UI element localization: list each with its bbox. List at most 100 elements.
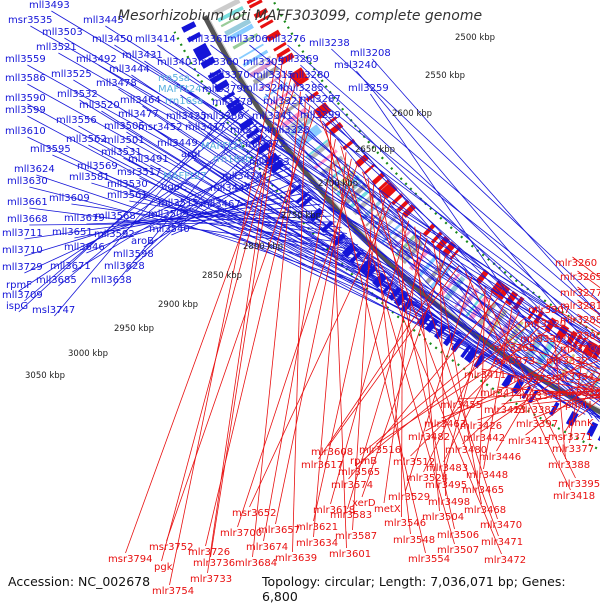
gene-label-minus: mll3638 [91, 275, 132, 286]
gene-label-plus: mlr3277 [560, 288, 600, 299]
gene-label-plus: mlr3608 [311, 447, 353, 458]
gene-label-minus: mll3501 [104, 135, 145, 146]
gene-label-minus: mll3503 [42, 27, 83, 38]
gene-label-plus: mlr3621 [296, 522, 338, 533]
gene-label-minus: mll3540 [149, 224, 190, 235]
gene-label-minus: mll3532 [57, 89, 98, 100]
plus-strand-gene [329, 122, 344, 135]
gene-label-plus: mlr3617 [301, 460, 343, 471]
gene-label-plus: mlr3442 [463, 433, 505, 444]
gene-label-minus: mll3525 [51, 69, 92, 80]
gene-label-minus: rrn16sa [165, 96, 203, 107]
gene-label-plus: mlr3426 [460, 421, 502, 432]
gene-label-minus: mll3521 [36, 42, 77, 53]
gene-label-minus: mll3477 [118, 109, 159, 120]
gene-label-minus: mll3478 [96, 78, 137, 89]
gene-label-plus: mlr3332 [546, 356, 588, 367]
gene-label-plus: mlr3700 [220, 528, 262, 539]
gene-label-plus: mlr3395 [558, 479, 600, 490]
scale-label: 2900 kbp [158, 300, 198, 310]
gene-label-minus: mll3360 [198, 57, 239, 68]
gene-label-minus: mll3374 [230, 125, 271, 136]
gene-label-plus: mlr3412 [480, 388, 522, 399]
gene-label-minus: argI [181, 149, 200, 160]
gene-label-minus: MAFFt24 [158, 84, 202, 95]
gene-label-minus: mll3581 [69, 172, 110, 183]
gene-label-plus: mlr3516 [359, 445, 401, 456]
gene-label-plus: mlr3554 [408, 554, 450, 565]
gene-label-minus: mll3285 [283, 83, 324, 94]
gene-label-minus: mll3417 [185, 122, 226, 133]
gene-label-minus: mll3493 [29, 0, 70, 11]
gene-label-minus: ispG [6, 301, 28, 312]
gene-label-minus: mll3586 [5, 73, 46, 84]
gene-label-minus: mll3450 [92, 34, 133, 45]
gene-label-minus: mll3287 [300, 94, 341, 105]
gene-label-minus: mll3269 [278, 54, 319, 65]
gene-label-plus: mlr3377 [552, 444, 594, 455]
gene-label-minus: mll3491 [128, 154, 169, 165]
gene-label-minus: msl3747 [32, 305, 75, 316]
gene-label-minus: mll3651 [52, 227, 93, 238]
gene-label-minus: mll3393 [249, 157, 290, 168]
gene-label-minus: mll3324 [243, 83, 284, 94]
scale-label: 2950 kbp [114, 324, 154, 334]
gene-label-minus: mll3610 [5, 126, 46, 137]
gene-label-minus: msr3535 [8, 15, 53, 26]
gene-label-minus: mll3449 [157, 138, 198, 149]
gene-label-plus: mlr3397 [516, 419, 558, 430]
gene-label-plus: mlr3471 [481, 537, 523, 548]
gene-label-plus: mlr3548 [393, 535, 435, 546]
gene-label-minus: mll3372 [245, 139, 286, 150]
gene-label-minus: mll3646 [64, 242, 105, 253]
gene-label-plus: mlr3265 [560, 272, 600, 283]
scale-label: 2750 kbp [281, 211, 321, 221]
gene-label-minus: mll3328 [269, 125, 310, 136]
gene-label-plus: mlr3684 [235, 558, 277, 569]
gene-label-minus: mll3598 [113, 249, 154, 260]
gene-label-plus: xerD [352, 498, 376, 509]
gene-label-minus: mll3599 [5, 105, 46, 116]
gene-label-minus: mll3299 [300, 110, 341, 121]
gene-label-minus: mll3709 [2, 290, 43, 301]
gene-label-minus: aroB [131, 236, 154, 247]
gene-label-plus: msr3752 [149, 542, 194, 553]
gene-label-plus: mlr3506 [437, 530, 479, 541]
gene-label-minus: mll3424 [222, 171, 263, 182]
gene-label-minus: mll3444 [109, 64, 150, 75]
gene-label-plus: mlr3320 [524, 319, 566, 330]
gene-label-minus: mll3361 [188, 34, 229, 45]
gene-label-minus: msr3517 [117, 167, 162, 178]
gene-label-minus: mll3624 [14, 164, 55, 175]
gene-label-plus: mlr3504 [422, 512, 464, 523]
gene-label-plus: mlr3415 [508, 436, 550, 447]
gene-label-minus: mll3259 [348, 83, 389, 94]
gene-label-minus: msr3452 [138, 122, 183, 133]
gene-label-plus: rpmB [350, 456, 377, 467]
gene-label-plus: mlr3423 [484, 405, 526, 416]
gene-label-plus: mlr3495 [425, 480, 467, 491]
gene-label-plus: mlr3376 [519, 391, 561, 402]
gene-label-minus: mll3509 [148, 209, 189, 220]
gene-label-minus: mll3711 [2, 228, 43, 239]
gene-label-minus: mll3370 [209, 70, 250, 81]
gene-label-minus: mll3341 [252, 111, 293, 122]
gene-label-minus: mll3568 [95, 211, 136, 222]
scale-label: 2850 kbp [202, 271, 242, 281]
gene-label-minus: mll3467 [200, 199, 241, 210]
gene-label-plus: mlr3726 [188, 547, 230, 558]
gene-label-plus: mlr3482 [408, 432, 450, 443]
scale-label: 3050 kbp [25, 371, 65, 381]
gene-label-minus: mll3556 [56, 115, 97, 126]
accession-label: Accession: NC_002678 [8, 574, 150, 589]
gene-label-plus: phnK [568, 418, 594, 429]
gene-label-minus: mll3208 [350, 48, 391, 59]
gene-label-plus: mlr3601 [329, 549, 371, 560]
gene-label-minus: mll3306 [227, 34, 268, 45]
scale-label: 2550 kbp [425, 71, 465, 81]
gene-label-minus: mll3315 [253, 70, 294, 81]
gene-label-plus: mlr3411 [464, 370, 506, 381]
gene-label-plus: mlr3463 [424, 419, 466, 430]
gene-label-plus: mlr3334 [552, 372, 594, 383]
